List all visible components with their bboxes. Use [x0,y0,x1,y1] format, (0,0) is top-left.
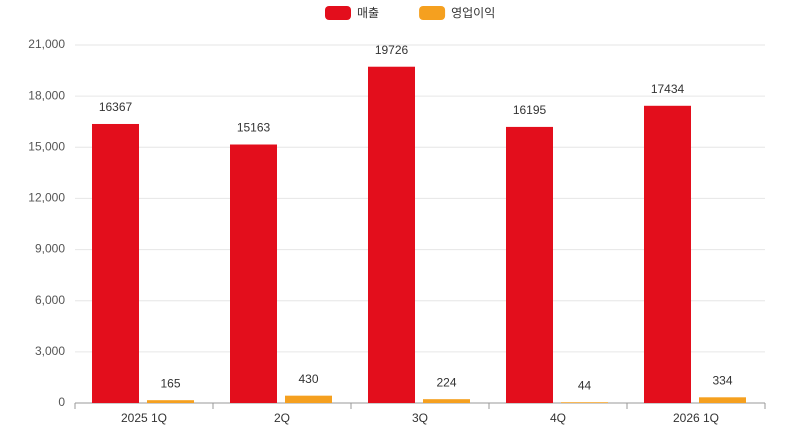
bar [92,123,139,403]
x-tick-label: 3Q [412,411,428,425]
data-label: 17434 [651,82,685,96]
bar [230,144,277,403]
legend-swatch [325,6,351,20]
legend-label: 영업이익 [451,6,495,20]
data-label: 15163 [237,121,271,135]
y-tick-label: 6,000 [35,293,65,307]
data-label: 430 [298,372,318,386]
bar [506,126,553,403]
bar [147,400,194,403]
bar [285,395,332,403]
y-tick-label: 3,000 [35,344,65,358]
data-label: 16195 [513,103,547,117]
bar [368,66,415,404]
bar [699,397,746,403]
x-tick-label: 2025 1Q [121,411,167,425]
data-label: 165 [160,376,180,390]
data-label: 16367 [99,100,133,114]
bar [561,402,608,403]
x-tick-label: 2026 1Q [673,411,719,425]
y-tick-label: 18,000 [28,88,65,102]
y-tick-label: 0 [58,395,65,409]
y-tick-label: 9,000 [35,242,65,256]
y-tick-label: 21,000 [28,37,65,51]
legend-label: 매출 [357,6,379,20]
y-tick-label: 15,000 [28,139,65,153]
bar [423,399,470,403]
y-tick-label: 12,000 [28,191,65,205]
x-tick-label: 4Q [550,411,566,425]
x-tick-label: 2Q [274,411,290,425]
data-label: 334 [712,373,732,387]
legend-swatch [419,6,446,20]
data-label: 224 [436,375,456,389]
data-label: 44 [578,378,592,392]
data-label: 19726 [375,43,409,57]
bar [644,105,691,403]
